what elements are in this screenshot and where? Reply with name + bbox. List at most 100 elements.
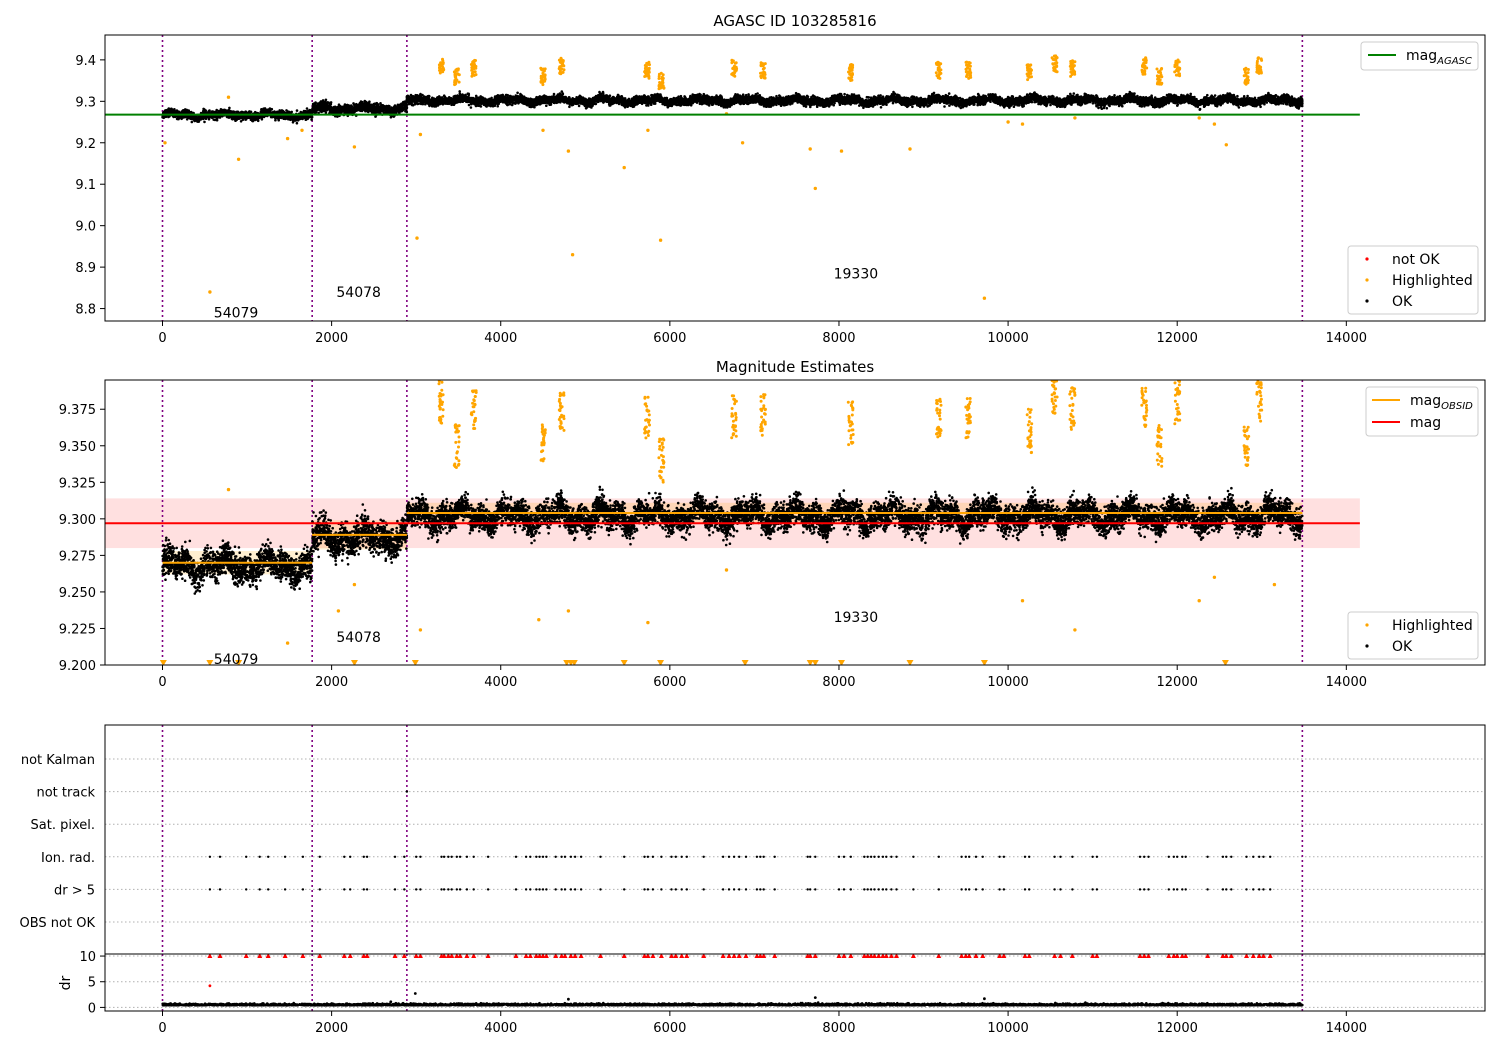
ok-point <box>381 107 385 110</box>
ok-point <box>247 116 251 119</box>
ok-point <box>213 118 217 122</box>
ok-point <box>404 105 407 109</box>
ok-point <box>355 102 358 106</box>
ok-point <box>215 115 218 118</box>
ok-point <box>262 115 266 119</box>
ok-point <box>311 108 315 111</box>
ok-point <box>393 109 397 113</box>
ok-point <box>204 117 208 120</box>
ok-point <box>162 110 166 114</box>
ok-point <box>336 115 339 118</box>
ok-point <box>165 110 168 114</box>
ok-point <box>397 107 400 110</box>
ok-point <box>398 104 401 108</box>
ok-point <box>377 107 381 110</box>
ok-point <box>374 115 377 118</box>
ok-point <box>228 111 232 114</box>
ok-point <box>228 106 231 110</box>
ok-point <box>368 100 371 103</box>
ok-point <box>364 105 368 109</box>
ok-point <box>303 110 307 113</box>
ok-point <box>386 105 389 108</box>
ok-point <box>241 118 245 121</box>
ok-point <box>318 102 322 106</box>
ok-point <box>344 106 348 109</box>
ok-point <box>284 117 288 120</box>
ok-point <box>262 111 265 115</box>
ok-point <box>1236 94 1239 98</box>
ok-point <box>240 116 243 119</box>
ok-point <box>161 116 165 119</box>
ok-point <box>367 107 371 110</box>
ok-point <box>323 103 326 107</box>
ok-point <box>258 116 261 119</box>
ok-point <box>295 109 299 112</box>
ok-point <box>373 109 377 113</box>
ok-point <box>169 107 173 111</box>
ok-point <box>370 103 374 107</box>
ok-point <box>401 103 405 106</box>
ok-point <box>363 101 367 105</box>
ok-point <box>185 111 189 114</box>
ok-point <box>245 111 248 114</box>
ok-point <box>254 118 257 122</box>
ok-point <box>286 110 290 114</box>
ok-point <box>204 109 207 112</box>
ok-point <box>891 101 895 105</box>
ok-point <box>189 117 193 121</box>
ok-point <box>324 98 328 102</box>
ok-point <box>290 110 294 114</box>
ok-point <box>176 117 180 121</box>
ok-point <box>268 107 272 110</box>
ok-point <box>256 118 260 122</box>
ok-point <box>349 106 353 109</box>
ok-point <box>239 120 243 123</box>
ok-point <box>358 101 362 105</box>
ok-point <box>365 109 369 112</box>
ok-point <box>948 104 951 107</box>
ok-point <box>230 116 234 120</box>
ok-point <box>234 119 237 122</box>
ok-point <box>295 121 299 125</box>
ok-point <box>196 119 200 122</box>
ok-point <box>337 105 341 108</box>
ok-point <box>249 110 253 114</box>
ok-point <box>203 120 206 124</box>
ok-point <box>192 118 196 121</box>
ok-point <box>370 110 374 113</box>
ok-point <box>167 108 170 111</box>
ok-point <box>274 116 277 120</box>
ok-point <box>167 115 170 119</box>
ok-point <box>310 118 313 121</box>
ok-point <box>190 110 193 114</box>
ok-point <box>319 107 323 110</box>
ok-point <box>276 117 280 120</box>
ok-point <box>1246 94 1249 98</box>
ok-point <box>322 108 326 111</box>
ok-point <box>360 109 364 112</box>
ok-point <box>295 117 299 121</box>
ok-point <box>211 110 215 113</box>
ok-point <box>237 117 240 120</box>
ok-point <box>378 111 381 114</box>
ok-point <box>210 115 214 119</box>
ok-point <box>269 109 272 112</box>
ok-point <box>370 107 373 110</box>
ok-point <box>328 109 332 112</box>
ok-point <box>310 115 314 119</box>
ok-point <box>269 115 273 119</box>
ok-point <box>183 111 187 114</box>
ok-point <box>333 108 337 111</box>
ok-point <box>346 111 350 114</box>
ok-point <box>221 108 224 112</box>
ok-point <box>469 106 473 109</box>
ok-point <box>252 117 255 121</box>
ok-point <box>343 108 347 111</box>
ok-point <box>240 110 243 114</box>
ok-point <box>172 115 175 119</box>
ok-point <box>391 106 395 110</box>
ok-point <box>379 102 382 105</box>
ok-point <box>303 116 307 120</box>
panel-agasc-title: AGASC ID 103285816 <box>713 12 876 30</box>
